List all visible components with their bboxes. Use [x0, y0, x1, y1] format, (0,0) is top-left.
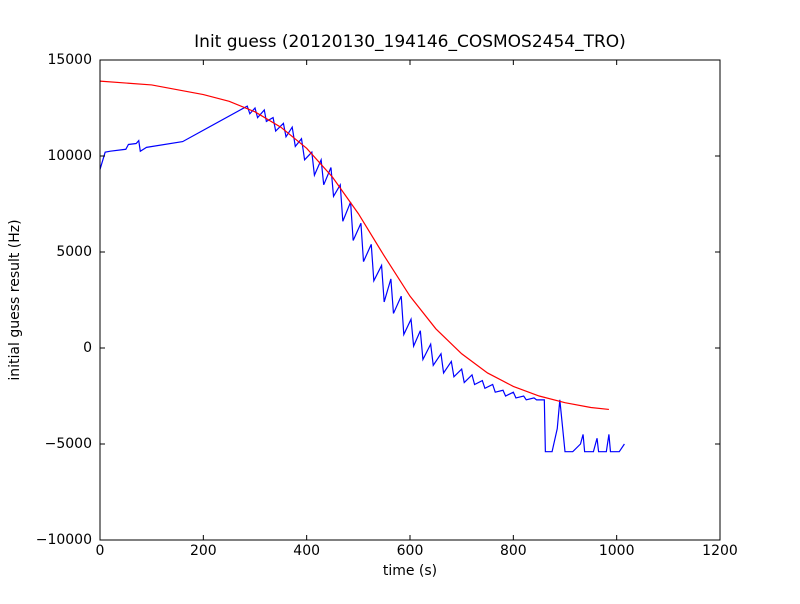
- x-tick-label: 1200: [702, 543, 738, 559]
- x-tick-label: 0: [96, 543, 105, 559]
- x-axis-label: time (s): [383, 563, 437, 579]
- y-tick-label: −5000: [45, 436, 92, 452]
- x-tick-label: 800: [500, 543, 527, 559]
- y-tick-label: 15000: [47, 52, 92, 68]
- data-line: [99, 80, 609, 411]
- y-tick-label: 5000: [56, 244, 92, 260]
- data-line: [99, 105, 625, 453]
- y-axis-label: initial guess result (Hz): [7, 219, 23, 380]
- x-tick-label: 200: [190, 543, 217, 559]
- y-tick-label: 0: [83, 340, 92, 356]
- y-tick-label: 10000: [47, 148, 92, 164]
- x-tick-label: 1000: [599, 543, 635, 559]
- chart-title: Init guess (20120130_194146_COSMOS2454_T…: [194, 32, 626, 52]
- x-tick-label: 400: [293, 543, 320, 559]
- x-tick-label: 600: [397, 543, 424, 559]
- y-tick-label: −10000: [36, 532, 92, 548]
